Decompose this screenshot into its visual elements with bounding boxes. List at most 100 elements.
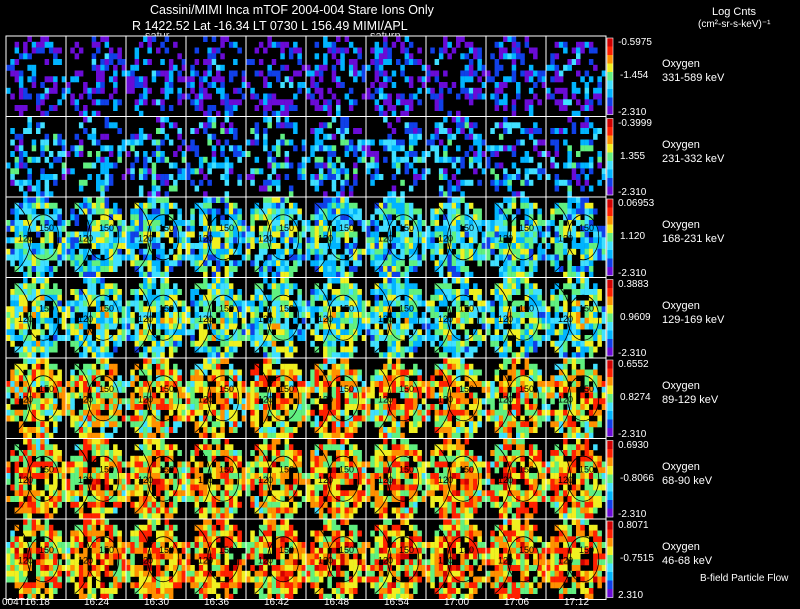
heatmap-cell — [554, 87, 560, 94]
heatmap-cell — [134, 398, 140, 405]
colorbar-segment — [607, 233, 613, 242]
heatmap-cell — [576, 47, 581, 54]
heatmap-cell — [464, 179, 470, 186]
heatmap-cell — [36, 231, 41, 238]
heatmap-cell — [23, 317, 28, 324]
heatmap-cell — [27, 432, 32, 439]
heatmap-cell — [228, 323, 234, 330]
heatmap-cell — [340, 300, 345, 307]
heatmap-cell — [6, 64, 11, 71]
heatmap-cell — [408, 202, 414, 209]
heatmap-cell — [10, 168, 15, 175]
heatmap-cell — [66, 312, 71, 318]
heatmap-cell — [23, 427, 28, 433]
heatmap-cell — [241, 151, 247, 157]
heatmap-cell — [130, 312, 135, 318]
heatmap-cell — [160, 151, 165, 157]
heatmap-cell — [10, 375, 15, 382]
heatmap-cell — [96, 185, 101, 192]
heatmap-cell — [164, 260, 170, 267]
heatmap-cell — [18, 421, 24, 428]
heatmap-cell — [66, 329, 71, 336]
heatmap-cell — [57, 133, 62, 140]
heatmap-cell — [83, 266, 88, 272]
heatmap-cell — [173, 185, 178, 192]
heatmap-cell — [83, 421, 88, 428]
heatmap-cell — [134, 208, 140, 215]
heatmap-cell — [396, 254, 401, 261]
heatmap-cell — [408, 76, 414, 83]
heatmap-cell — [443, 70, 448, 77]
heatmap-cell — [23, 392, 28, 399]
heatmap-cell — [571, 208, 577, 215]
heatmap-cell — [108, 248, 114, 255]
heatmap-cell — [190, 335, 195, 341]
heatmap-cell — [348, 139, 354, 146]
colorbar-border — [606, 118, 614, 196]
heatmap-cell — [340, 179, 345, 186]
heatmap-cell — [490, 317, 495, 324]
heatmap-cell — [6, 392, 11, 399]
heatmap-cell — [318, 162, 324, 169]
heatmap-cell — [331, 214, 337, 221]
heatmap-cell — [14, 289, 20, 295]
heatmap-cell — [498, 99, 504, 106]
heatmap-cell — [516, 231, 521, 238]
heatmap-cell — [318, 323, 324, 330]
heatmap-cell — [314, 105, 320, 111]
heatmap-cell — [400, 70, 405, 77]
heatmap-cell — [267, 41, 272, 48]
heatmap-cell — [434, 105, 440, 111]
heatmap-cell — [194, 289, 200, 295]
heatmap-cell — [177, 99, 182, 106]
heatmap-cell — [511, 323, 517, 330]
heatmap-cell — [216, 231, 221, 238]
heatmap-cell — [143, 214, 148, 221]
heatmap-cell — [271, 352, 277, 359]
heatmap-cell — [348, 208, 354, 215]
heatmap-cell — [14, 202, 20, 209]
heatmap-cell — [177, 415, 182, 422]
heatmap-cell — [130, 421, 135, 428]
heatmap-cell — [511, 202, 517, 209]
heatmap-cell — [447, 266, 452, 272]
heatmap-cell — [164, 386, 170, 393]
heatmap-cell — [400, 220, 405, 226]
heatmap-cell — [250, 168, 255, 175]
heatmap-cell — [190, 64, 195, 71]
heatmap-cell — [263, 128, 268, 134]
contour-label: 150 — [279, 303, 294, 313]
heatmap-cell — [31, 415, 37, 422]
contour-ring — [27, 214, 60, 261]
heatmap-cell — [57, 317, 62, 324]
heatmap-cell — [228, 168, 234, 175]
heatmap-cell — [434, 156, 440, 163]
heatmap-cell — [156, 421, 161, 428]
heatmap-cell — [100, 225, 105, 232]
heatmap-cell — [310, 70, 315, 77]
heatmap-cell — [593, 208, 598, 215]
heatmap-cell — [507, 185, 512, 192]
heatmap-cell — [14, 317, 20, 324]
heatmap-cell — [241, 312, 247, 318]
heatmap-cell — [203, 392, 208, 399]
heatmap-cell — [503, 352, 508, 359]
heatmap-cell — [138, 110, 144, 117]
heatmap-cell — [588, 156, 594, 163]
heatmap-cell — [147, 300, 152, 307]
heatmap-cell — [490, 260, 495, 267]
heatmap-cell — [61, 151, 67, 157]
heatmap-cell — [181, 386, 187, 393]
heatmap-cell — [134, 214, 140, 221]
heatmap-cell — [254, 335, 260, 341]
heatmap-cell — [156, 358, 161, 364]
heatmap-cell — [408, 122, 414, 129]
contour-arc — [554, 202, 572, 272]
contour-label: 150 — [219, 303, 234, 313]
heatmap-cell — [520, 231, 525, 238]
heatmap-cell — [194, 202, 200, 209]
heatmap-cell — [53, 404, 58, 410]
heatmap-cell — [23, 93, 28, 100]
contour-label: 150 — [39, 223, 54, 233]
heatmap-cell — [374, 300, 380, 307]
